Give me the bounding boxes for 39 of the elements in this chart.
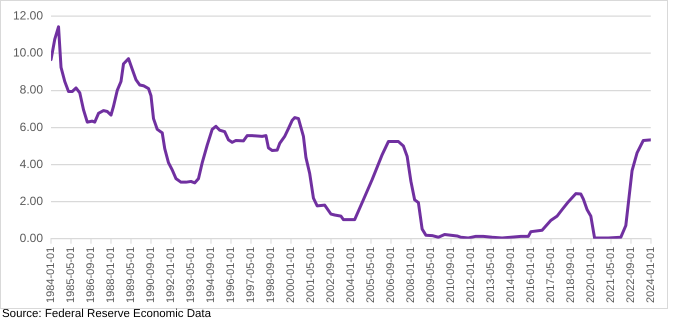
x-tick-label: 1986-09-01 [85,246,98,304]
y-tick-label: 8.00 [20,82,44,97]
x-tick-label: 2006-09-01 [384,246,397,304]
x-tick-label: 2008-01-01 [404,246,417,304]
x-tick-label: 2000-01-01 [284,246,297,304]
y-tick-label: 0.00 [20,231,44,246]
x-tick-label: 2010-09-01 [444,246,457,304]
x-tick-label: 2004-01-01 [344,246,357,304]
x-tick-label: 1985-05-01 [65,246,78,304]
x-tick-label: 1996-01-01 [224,246,237,304]
x-tick-label: 2014-09-01 [504,246,517,304]
x-tick-label: 2020-01-01 [584,246,597,304]
x-tick-label: 1990-09-01 [145,246,158,304]
x-tick-label: 1989-05-01 [125,246,138,304]
x-tick-label: 1992-01-01 [165,246,178,304]
x-tick-label: 2016-01-01 [524,246,537,304]
x-tick-label: 1998-09-01 [264,246,277,304]
y-tick-label: 12.00 [13,8,44,23]
x-tick-label: 2013-05-01 [484,246,497,304]
x-tick-label: 2002-09-01 [324,246,337,304]
x-tick-label: 2024-01-01 [644,246,657,304]
x-tick-label: 2021-05-01 [604,246,617,304]
y-tick-label: 10.00 [13,46,44,60]
x-tick-label: 1993-05-01 [185,246,198,304]
x-tick-label: 1988-01-01 [105,246,118,304]
source-note: Source: Federal Reserve Economic Data [2,308,212,320]
y-tick-label: 6.00 [20,120,44,134]
x-tick-label: 2022-09-01 [624,246,637,304]
x-tick-label: 1997-05-01 [244,246,257,304]
y-tick-label: 2.00 [20,194,44,208]
x-tick-label: 2005-05-01 [364,246,377,304]
x-tick-label: 2017-05-01 [544,246,557,304]
x-tick-label: 2012-01-01 [464,246,477,304]
x-tick-label: 2001-05-01 [304,246,317,304]
x-tick-label: 2018-09-01 [564,246,577,304]
x-tick-label: 1994-09-01 [205,246,217,304]
x-tick-label: 1984-01-01 [45,246,58,304]
y-tick-label: 4.00 [20,156,44,171]
x-tick-label: 2009-05-01 [424,246,437,304]
